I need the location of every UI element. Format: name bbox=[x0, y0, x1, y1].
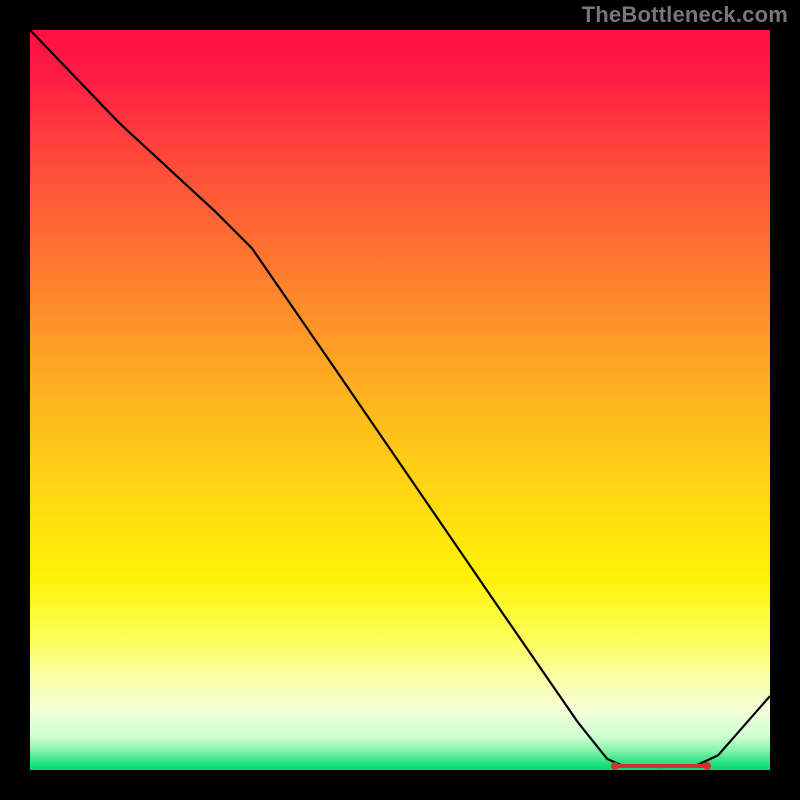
chart-frame: TheBottleneck.com bbox=[0, 0, 800, 800]
watermark-text: TheBottleneck.com bbox=[582, 2, 788, 28]
optimal-range-marker bbox=[615, 764, 708, 768]
gradient-background bbox=[30, 30, 770, 770]
bottleneck-chart bbox=[30, 30, 770, 770]
